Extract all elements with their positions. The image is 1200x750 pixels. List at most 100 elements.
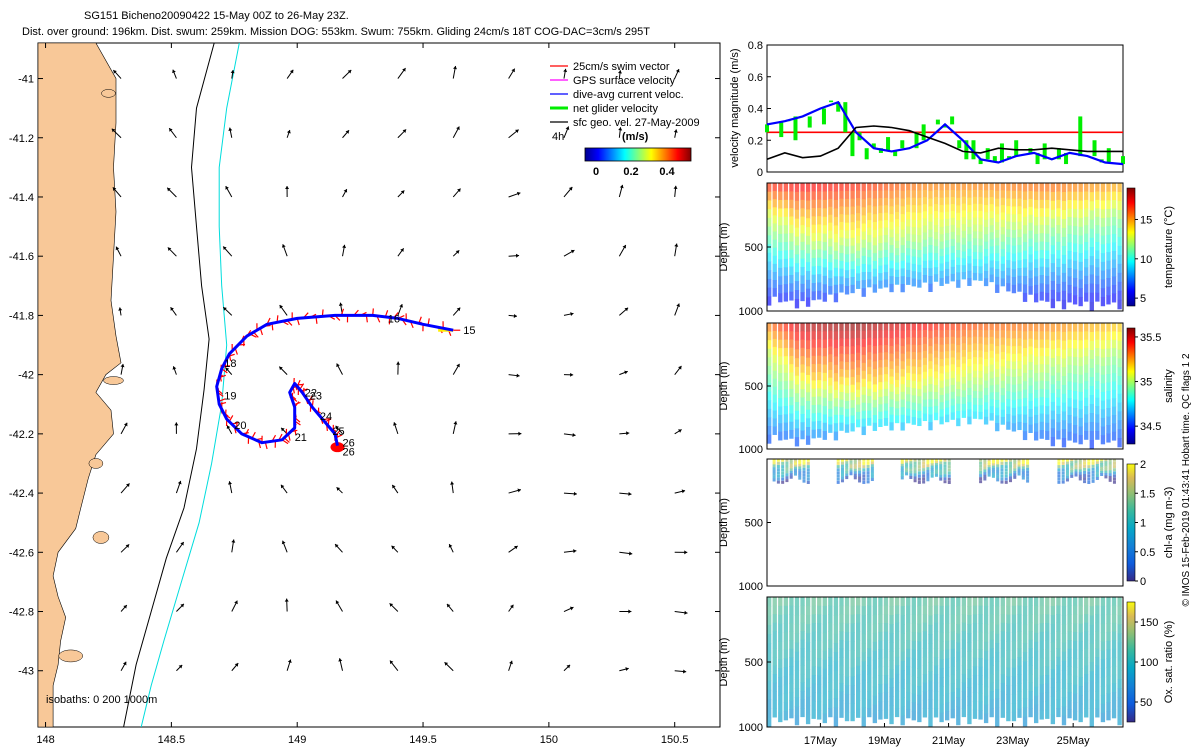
oxygen-section: 500 1000 Depth (m) 50 100 150 Ox. sat. ratio (… [718, 596, 1175, 747]
geo-arrow-120 [674, 669, 687, 674]
oxy-ylabel: Depth (m) [718, 638, 730, 687]
geo-arrow-82 [508, 373, 520, 378]
legend-entry-dac: dive-avg current veloc. [550, 89, 684, 101]
figure-subtitle: Dist. over ground: 196km. Dist. swum: 25… [22, 26, 650, 38]
geo-arrow-52 [334, 543, 343, 553]
velocity-line-3 [766, 125, 1123, 161]
geo-arrow-head [457, 188, 461, 193]
geo-arrow-head [563, 68, 568, 73]
geo-arrow-35 [285, 185, 290, 197]
geo-arrow-38 [278, 366, 288, 375]
geo-arrow-head [446, 603, 451, 608]
geo-arrow-head [625, 667, 629, 672]
swim-cluster-end [330, 442, 345, 453]
velocity-panel: 0 0.2 0.4 0.6 0.8 velocity magnitude (m/s) [729, 40, 1125, 179]
geo-arrow-113 [674, 243, 679, 257]
geo-arrow-head [335, 600, 340, 605]
geo-arrow-head [673, 129, 678, 133]
track-label-1: 16 [388, 313, 400, 325]
geo-arrow-head [391, 545, 396, 550]
track-label-11: 26 [343, 447, 355, 459]
legend-label-net: net glider velocity [573, 103, 658, 115]
geo-arrow-head [673, 185, 678, 189]
colorbar-tick-1: 0.2 [623, 166, 638, 178]
temp-ytick-label: 500 [745, 242, 763, 254]
geo-arrow-head [676, 303, 681, 308]
speed-colorbar [584, 147, 692, 162]
geo-arrow-head [572, 432, 576, 437]
geo-arrow-head [678, 429, 682, 433]
geo-arrow-100 [618, 127, 623, 138]
chl-section: 500 1000 Depth (m) 0 0.5 1 1.5 2 chl-a (mg m-3) [718, 458, 1175, 593]
geo-arrow-head [120, 363, 125, 368]
geo-arrow-9 [120, 604, 128, 612]
geo-arrow-head [279, 366, 283, 371]
geo-arrow-head [223, 246, 227, 251]
geo-arrow-head [225, 186, 229, 190]
chl-cb-tick-label: 1.5 [1140, 488, 1155, 500]
geo-arrow-head [126, 483, 130, 487]
geo-arrow-head [115, 246, 120, 251]
geo-arrow-head [234, 600, 238, 605]
geo-arrow-head [112, 187, 117, 191]
geo-arrow-head [286, 130, 291, 134]
chl-ylabel: Depth (m) [718, 498, 730, 547]
track-label-3: 19 [224, 390, 236, 402]
temp-cb-tick-label: 15 [1140, 214, 1152, 226]
geo-arrow-head [169, 128, 173, 132]
geo-arrow-head [678, 365, 682, 370]
geo-arrow-99 [618, 70, 622, 79]
sal-ytick-label: 500 [745, 381, 763, 393]
geo-arrow-head [228, 481, 232, 485]
legend-entry-gps: GPS surface velocity [550, 75, 676, 87]
geo-arrow-118 [674, 550, 688, 555]
track-label-5: 21 [295, 432, 307, 444]
geo-arrow-head [516, 373, 520, 378]
geo-arrow-54 [338, 658, 343, 671]
colorbar-title: (m/s) [622, 131, 649, 143]
sal-cb-tick-label: 34.5 [1140, 421, 1161, 433]
geo-arrow-76 [444, 661, 454, 672]
map-axes: 148 148.5 149 149.5 150 150.5-41-41.2-41.4-41… [9, 43, 720, 746]
vel-ytick-label: 0.4 [748, 104, 763, 116]
velocity-axes: 0 0.2 0.4 0.6 0.8 [748, 40, 771, 179]
geo-arrow-64 [389, 602, 399, 612]
geo-arrow-head [624, 307, 629, 312]
geo-arrow-head [619, 184, 624, 189]
geo-arrow-head [287, 659, 292, 664]
geo-arrow-12 [168, 127, 177, 139]
geo-arrow-59 [397, 303, 403, 316]
sal-ytick-label: 1000 [739, 444, 763, 456]
geo-arrow-81 [508, 313, 518, 318]
legend-entry-geo: sfc geo. vel. 27-May-2009 [550, 117, 700, 129]
legend-entry-swim: 25cm/s swim vector [550, 61, 670, 73]
map-legend: 25cm/s swim vector GPS surface velocity … [550, 61, 700, 178]
geo-arrow-105 [619, 431, 630, 436]
geo-arrow-67 [452, 126, 460, 138]
geo-arrow-head [570, 312, 574, 317]
geo-arrow-7 [120, 483, 130, 494]
isobath-200 [123, 43, 215, 727]
geo-arrow-31 [231, 600, 238, 612]
geo-arrow-head [225, 367, 230, 372]
geo-arrow-119 [674, 610, 688, 615]
geo-arrow-10 [120, 661, 127, 671]
map-frame [37, 42, 721, 728]
geo-arrow-33 [286, 69, 294, 79]
geo-arrow-57 [397, 190, 405, 198]
geo-arrow-head [624, 370, 628, 375]
map-xtick-label: 148 [36, 734, 54, 746]
geo-arrow-96 [563, 549, 577, 554]
geo-arrow-32 [231, 662, 239, 672]
sal-cb-label: salinity [1163, 369, 1175, 403]
geo-arrow-107 [619, 551, 633, 556]
geo-arrow-head [509, 660, 513, 665]
geo-arrow-head [456, 363, 460, 368]
geo-arrow-head [123, 605, 127, 609]
temp-ylabel: Depth (m) [718, 223, 730, 272]
geo-arrow-78 [508, 129, 519, 139]
map-ytick-label: -41 [18, 74, 34, 86]
geo-arrow-head [453, 421, 458, 425]
geo-arrow-45 [342, 129, 350, 139]
